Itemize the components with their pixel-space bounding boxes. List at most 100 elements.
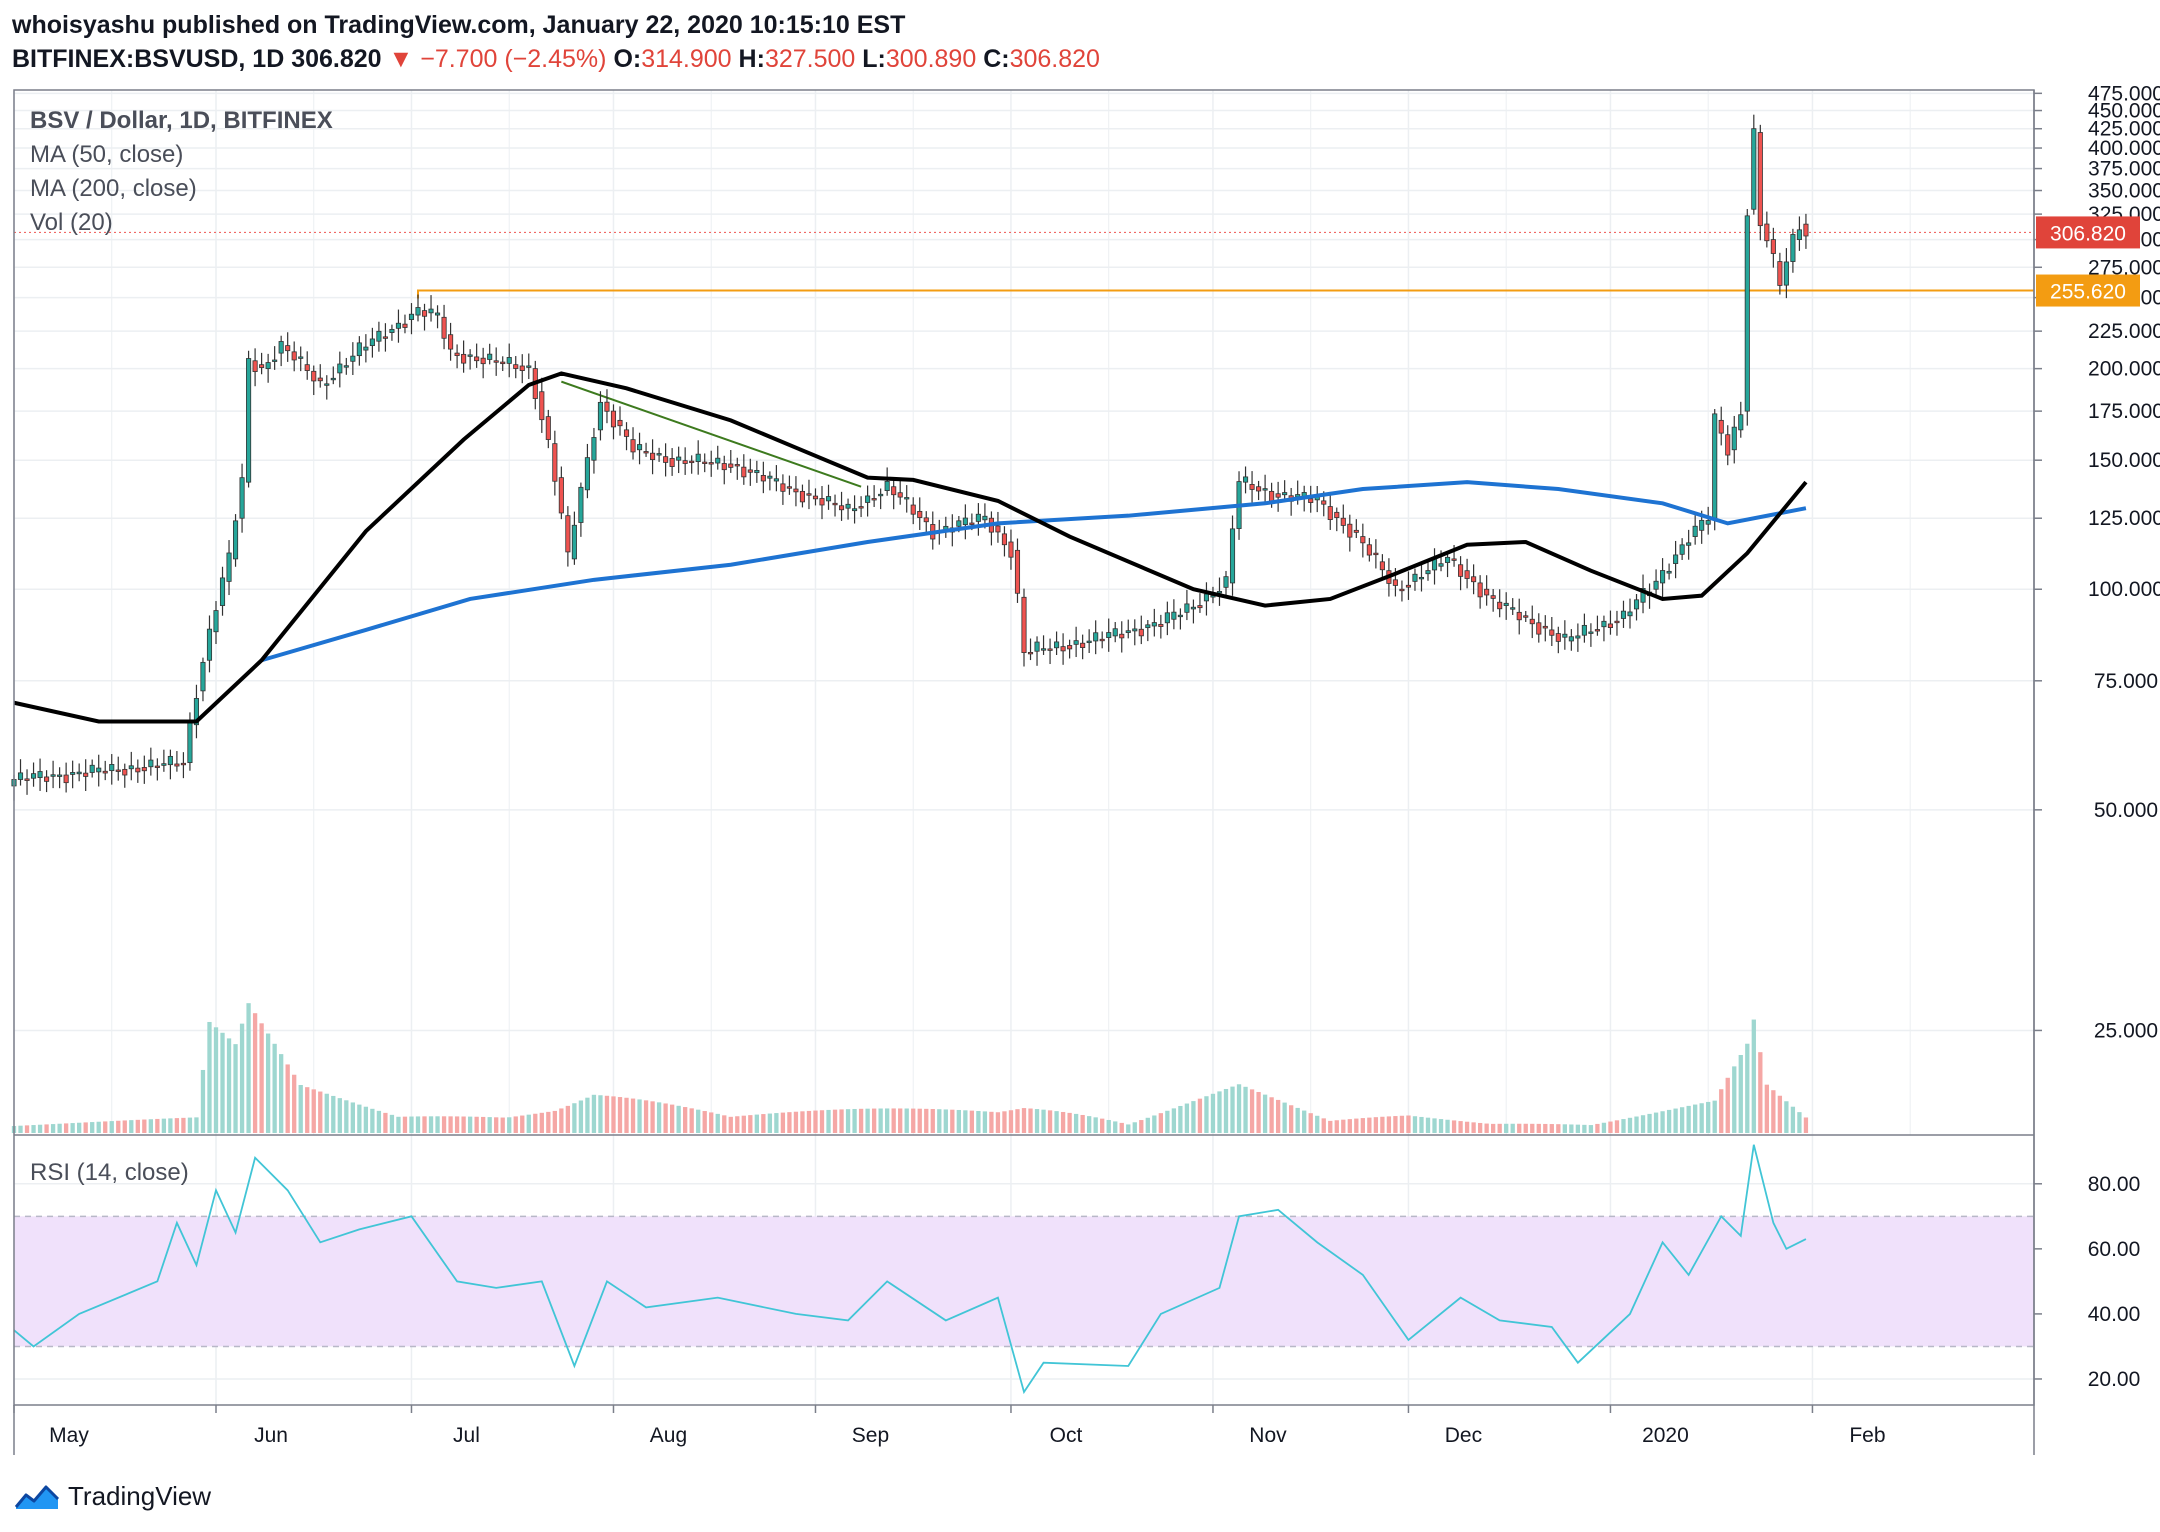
volume-bar <box>1139 1120 1144 1133</box>
volume-bar <box>1686 1105 1691 1133</box>
volume-bar <box>1445 1119 1450 1133</box>
candle-down <box>1529 618 1535 625</box>
volume-bar <box>1041 1109 1046 1133</box>
candle-up <box>1796 229 1802 240</box>
volume-bar <box>637 1099 642 1133</box>
price-chart[interactable]: 475.000450.000425.000400.000375.000350.0… <box>0 0 2160 1470</box>
volume-bar <box>539 1112 544 1133</box>
legend-ma50[interactable]: MA (50, close) <box>30 141 183 168</box>
candle-up <box>200 661 206 692</box>
level-badge-text: 255.620 <box>2050 281 2126 304</box>
volume-bar <box>937 1109 942 1133</box>
price-labels: 306.820 255.620 <box>2036 216 2140 307</box>
candle-down <box>1536 622 1542 635</box>
time-axis[interactable]: May Jun Jul Aug Sep Oct Nov Dec 2020 Feb <box>13 1405 1886 1447</box>
rsi-tick-label: 40.00 <box>2088 1303 2141 1326</box>
price-tick-label: 275.000 <box>2088 256 2160 279</box>
candle-up <box>571 524 577 560</box>
legend-ma200[interactable]: MA (200, close) <box>30 175 197 202</box>
volume-bar <box>220 1032 225 1133</box>
volume-bar <box>1334 1120 1339 1133</box>
candle-down <box>1497 601 1503 610</box>
volume-bar <box>233 1044 238 1133</box>
rsi-axis[interactable]: 80.00 60.00 40.00 20.00 <box>2034 1173 2140 1391</box>
volume-bar <box>187 1117 193 1133</box>
volume-bar <box>1712 1100 1717 1133</box>
volume-bar <box>702 1111 707 1133</box>
candle-down <box>1607 623 1614 628</box>
volume-bar <box>272 1043 277 1133</box>
volume-bar <box>1477 1122 1483 1133</box>
volume-bar <box>279 1054 284 1133</box>
candle-down <box>545 416 551 440</box>
candle-down <box>1249 484 1255 490</box>
candle-up <box>389 328 395 333</box>
volume-bar <box>761 1114 766 1133</box>
volume-bar <box>474 1116 479 1133</box>
candle-down <box>747 469 753 473</box>
volume-bar <box>767 1113 773 1133</box>
candle-up <box>975 513 981 522</box>
volume-bar <box>168 1118 173 1133</box>
tradingview-brand[interactable]: TradingView <box>68 1480 212 1511</box>
volume-bar <box>298 1085 303 1133</box>
candle-up <box>1510 607 1516 610</box>
volume-bar <box>1204 1096 1209 1133</box>
candle-up <box>506 357 512 364</box>
volume-bar <box>793 1111 799 1133</box>
candle-down <box>1458 564 1464 577</box>
time-tick-label: May <box>49 1424 89 1447</box>
legend-rsi[interactable]: RSI (14, close) <box>30 1159 189 1186</box>
rsi-band-lines <box>14 1215 2034 1348</box>
candle-down <box>1373 552 1379 556</box>
volume-bar <box>1315 1115 1320 1133</box>
candle-up <box>1712 413 1718 519</box>
trend-line[interactable] <box>561 380 862 488</box>
candle-down <box>1725 434 1731 456</box>
candle-up <box>1640 588 1646 603</box>
volume-bar <box>1693 1104 1698 1133</box>
volume-bar <box>1640 1115 1646 1133</box>
volume-bar <box>1347 1119 1352 1133</box>
volume-bars <box>11 1003 1809 1133</box>
price-tick-label: 200.000 <box>2088 358 2160 381</box>
volume-bar <box>1034 1109 1040 1133</box>
candle-up <box>597 401 604 431</box>
candle-up <box>1575 635 1581 639</box>
legend-volume[interactable]: Vol (20) <box>30 209 113 236</box>
candle-down <box>643 451 649 454</box>
candle-up <box>57 774 63 777</box>
volume-bar <box>630 1098 636 1133</box>
volume-bar <box>1047 1110 1053 1133</box>
volume-bar <box>96 1121 101 1133</box>
rsi-tick-label: 20.00 <box>2088 1368 2141 1391</box>
candle-down <box>1718 419 1724 434</box>
volume-bar <box>1614 1120 1620 1133</box>
candle-down <box>669 458 675 467</box>
tradingview-logo-icon[interactable] <box>14 1481 60 1511</box>
rsi-line <box>13 1144 1807 1395</box>
candle-down <box>1405 584 1412 588</box>
price-tick-label: 375.000 <box>2088 158 2160 181</box>
volume-bar <box>1113 1121 1118 1133</box>
volume-bar <box>305 1087 310 1133</box>
candle-up <box>467 354 473 357</box>
volume-bar <box>1145 1117 1150 1133</box>
volume-bar <box>656 1102 662 1133</box>
volume-bar <box>1406 1115 1411 1133</box>
ma50-line <box>13 371 1808 724</box>
volume-bar <box>122 1120 127 1133</box>
time-tick-label: Jun <box>254 1424 288 1447</box>
candle-up <box>343 365 349 368</box>
candle-down <box>1060 646 1066 652</box>
volume-bar <box>174 1118 180 1133</box>
volume-bar <box>1054 1111 1059 1133</box>
volume-bar <box>1517 1123 1522 1133</box>
candle-up <box>408 313 415 320</box>
candle-down <box>812 495 819 500</box>
candle-down <box>617 419 623 427</box>
volume-bar <box>1210 1093 1216 1133</box>
volume-bar <box>852 1108 857 1133</box>
volume-bar <box>116 1120 121 1133</box>
candle-up <box>96 767 102 773</box>
